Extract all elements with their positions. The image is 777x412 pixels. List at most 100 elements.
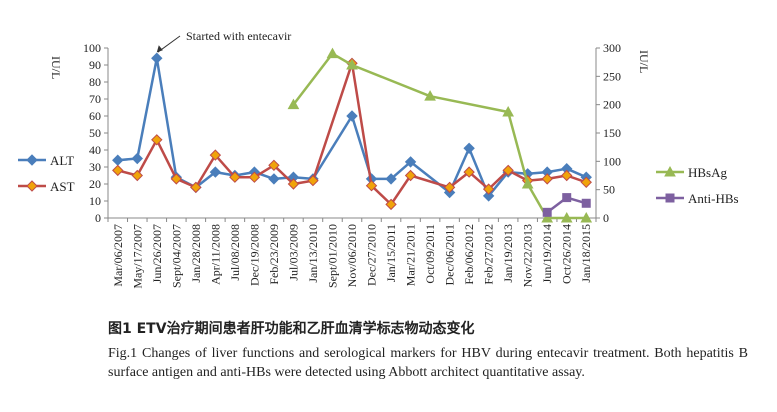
x-tick-label: Dec/06/2011 [443, 224, 457, 286]
anti-hbs-point [562, 193, 572, 203]
left-tick-label: 40 [89, 143, 101, 157]
legend-ast-marker [26, 180, 38, 192]
axes: 0 10 20 30 40 50 60 70 80 90 100 0 50 100 150 200 250 300… [49, 41, 651, 289]
hbsag-point [287, 98, 300, 110]
left-tick-label: 50 [89, 126, 101, 140]
ast-point [229, 171, 241, 183]
right-tick-label: 50 [603, 183, 615, 197]
alt-point [151, 52, 163, 64]
x-tick-label: Jan/18/2015 [579, 224, 593, 283]
x-tick-label: Mar/21/2011 [404, 224, 418, 286]
x-tick-label: Jun/26/2007 [150, 224, 164, 283]
figure-caption-en: Fig.1 Changes of liver functions and ser… [108, 346, 748, 380]
ast-point [541, 173, 553, 185]
annotation-arrowhead [156, 45, 163, 53]
annotation-label: Started with entecavir [186, 29, 291, 43]
legend-hbsag-marker [664, 165, 676, 177]
ast-point [561, 169, 573, 182]
left-tick-label: 80 [89, 75, 101, 89]
x-tick-label: Nov/06/2010 [345, 224, 359, 287]
x-tick-label: Jun/19/2014 [540, 224, 554, 283]
alt-point [482, 190, 495, 202]
hbsag-point [521, 177, 534, 189]
x-tick-label: Feb/06/2012 [462, 224, 476, 285]
ast-line [117, 62, 587, 206]
x-tick-label: Dec/19/2008 [247, 224, 261, 286]
ast-point [404, 169, 417, 182]
right-tick-label: 250 [603, 69, 621, 83]
legend-ast-label: AST [50, 179, 75, 194]
x-tick-label: Apr/11/2008 [208, 224, 222, 285]
right-axis-label: IU/L [637, 50, 651, 73]
x-tick-label: Oct/26/2014 [560, 224, 574, 284]
left-tick-label: 0 [95, 211, 101, 225]
left-tick-label: 90 [89, 58, 101, 72]
left-axis-label: IU/L [49, 56, 63, 79]
legend-hbsag-label: HBsAg [688, 165, 728, 180]
ast-point [190, 181, 202, 194]
right-tick-label: 300 [603, 41, 621, 55]
legend-anti-hbs-marker [665, 193, 675, 203]
ast-point [443, 181, 456, 194]
ast-point [151, 134, 163, 146]
right-tick-label: 200 [603, 98, 621, 112]
right-tick-label: 0 [603, 211, 609, 225]
hbsag-point [424, 90, 436, 101]
alt-point [346, 110, 358, 122]
ast-point [131, 169, 143, 182]
hbsag-point [580, 211, 593, 223]
ast-point [580, 176, 592, 189]
x-tick-label: Jan/28/2008 [189, 224, 203, 283]
legend-alt-marker [26, 154, 38, 166]
x-tick-label: May/17/2007 [130, 224, 144, 289]
ast-point [365, 179, 378, 192]
x-tick-label: Sept/01/2010 [325, 224, 339, 288]
x-tick-label: Nov/22/2013 [521, 224, 535, 287]
hbsag-point [346, 58, 358, 70]
alt-point [463, 142, 475, 155]
legend: ALT AST HBsAg Anti-HBs [18, 153, 739, 206]
alt-point [131, 152, 143, 165]
ast-point [170, 173, 183, 185]
x-tick-label: Jul/03/2009 [286, 224, 300, 281]
left-tick-label: 70 [89, 92, 101, 106]
x-tick-label: Feb/23/2009 [267, 224, 281, 285]
anti-hbs-point [581, 198, 591, 208]
x-tick-label: Jul/08/2008 [228, 224, 242, 281]
anti-hbs-point [542, 207, 552, 217]
x-tick-label: Jan/19/2013 [501, 224, 515, 283]
hbsag-point [502, 106, 515, 117]
alt-point [385, 173, 397, 185]
left-tick-label: 60 [89, 109, 101, 123]
ast-point [463, 166, 475, 178]
ast-point [268, 159, 280, 172]
hbsag-point [541, 211, 554, 223]
x-tick-label: Jan/13/2010 [306, 224, 320, 283]
left-tick-label: 100 [83, 41, 101, 55]
ast-point [482, 183, 495, 195]
ast-point [209, 149, 222, 161]
figure-caption-cn: 图1 ETV治疗期间患者肝功能和乙肝血清学标志物动态变化 [108, 321, 475, 337]
ast-point [385, 198, 397, 211]
legend-alt-label: ALT [50, 153, 74, 168]
right-tick-label: 150 [603, 126, 621, 140]
x-tick-label: Oct/09/2011 [423, 224, 437, 284]
right-tick-label: 100 [603, 154, 621, 168]
left-tick-label: 20 [89, 177, 101, 191]
chart: 0 10 20 30 40 50 60 70 80 90 100 0 50 100 150 200 250 300… [18, 29, 739, 289]
x-tick-label: Feb/27/2012 [482, 224, 496, 285]
hbsag-line [292, 52, 587, 220]
x-tick-label: Jan/15/2011 [384, 224, 398, 282]
ast-point [502, 164, 514, 177]
ast-point [287, 178, 300, 190]
ast-point [112, 164, 124, 177]
ast-point [307, 174, 319, 187]
left-tick-label: 30 [89, 160, 101, 174]
alt-point [112, 154, 124, 166]
alt-point [268, 173, 280, 185]
alt-point [404, 156, 417, 168]
ast-point [248, 171, 261, 183]
x-tick-label: Mar/06/2007 [111, 224, 125, 287]
x-tick-label: Sept/04/2007 [169, 224, 183, 288]
hbsag-point [326, 47, 339, 59]
